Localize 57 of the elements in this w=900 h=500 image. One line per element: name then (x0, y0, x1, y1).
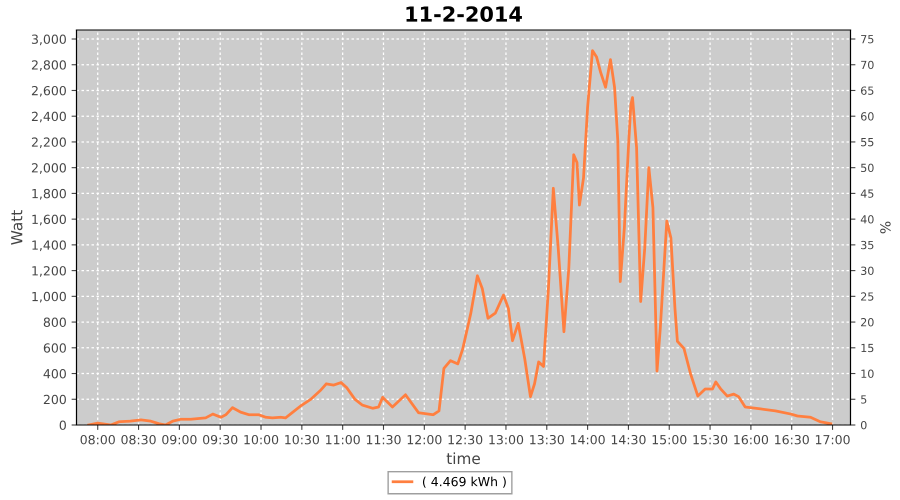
x-tick-label: 13:30 (530, 434, 564, 444)
x-tick-label: 16:30 (775, 434, 809, 444)
x-tick-label: 08:30 (121, 434, 156, 444)
y2-tick-label: 25 (861, 292, 874, 301)
y2-tick-label: 0 (860, 420, 867, 430)
y2-tick-label: 20 (861, 318, 874, 326)
x-tick-label: 13:00 (489, 434, 524, 444)
y2-tick-label: 45 (860, 190, 874, 198)
y-tick-label: 2,600 (32, 86, 66, 97)
x-tick-label: 16:00 (734, 434, 768, 444)
y2-tick-label: 30 (861, 266, 874, 275)
y-tick-label: 1,400 (32, 240, 66, 252)
y2-tick-label: 35 (861, 240, 874, 250)
y-axis-title: Watt (11, 210, 22, 245)
x-tick-label: 08:00 (80, 434, 115, 444)
y-tick-label: 0 (60, 420, 66, 430)
x-tick-label: 15:30 (693, 434, 728, 444)
x-tick-label: 10:00 (244, 434, 278, 444)
legend-label: ( 4.469 kWh ) (422, 476, 506, 488)
y2-tick-label: 75 (861, 35, 874, 44)
y-tick-label: 600 (44, 343, 66, 353)
y-tick-label: 2,200 (32, 137, 66, 148)
x-tick-label: 15:00 (652, 434, 686, 444)
y-tick-label: 800 (44, 318, 66, 327)
x-tick-label: 09:30 (203, 434, 238, 444)
y2-tick-label: 5 (861, 395, 866, 404)
x-tick-label: 14:30 (612, 434, 646, 444)
y-tick-label: 400 (44, 369, 66, 378)
y2-tick-label: 15 (861, 344, 874, 352)
x-tick-label: 12:00 (408, 434, 442, 444)
y2-tick-label: 60 (861, 112, 874, 121)
y2-axis-title: % (880, 222, 891, 234)
y-tick-label: 200 (44, 394, 66, 404)
x-tick-label: 09:00 (162, 434, 197, 444)
y2-tick-label: 10 (861, 370, 874, 378)
x-tick-label: 11:00 (326, 434, 360, 444)
x-tick-label: 10:30 (285, 434, 320, 444)
line-series (87, 49, 832, 425)
y2-tick-label: 40 (860, 215, 874, 224)
x-tick-label: 17:00 (816, 434, 850, 444)
y-tick-label: 1,800 (32, 188, 66, 200)
y-tick-label: 2,400 (32, 112, 66, 122)
y-tick-label: 3,000 (32, 34, 66, 46)
x-tick-label: 11:30 (366, 434, 401, 444)
y2-tick-label: 50 (861, 164, 874, 172)
x-axis-title: time (446, 452, 480, 464)
y-tick-label: 1,200 (32, 266, 66, 277)
y-tick-label: 2,000 (32, 163, 66, 174)
y2-tick-label: 55 (861, 138, 874, 146)
chart-title: 11-2-2014 (406, 6, 522, 22)
y2-tick-label: 70 (861, 60, 874, 70)
y-tick-label: 2,800 (32, 60, 66, 71)
x-tick-label: 12:30 (448, 434, 482, 444)
y-tick-label: 1,000 (32, 292, 66, 303)
y2-tick-label: 65 (861, 86, 874, 95)
x-tick-label: 14:00 (570, 434, 605, 444)
y-tick-label: 1,600 (32, 214, 66, 226)
